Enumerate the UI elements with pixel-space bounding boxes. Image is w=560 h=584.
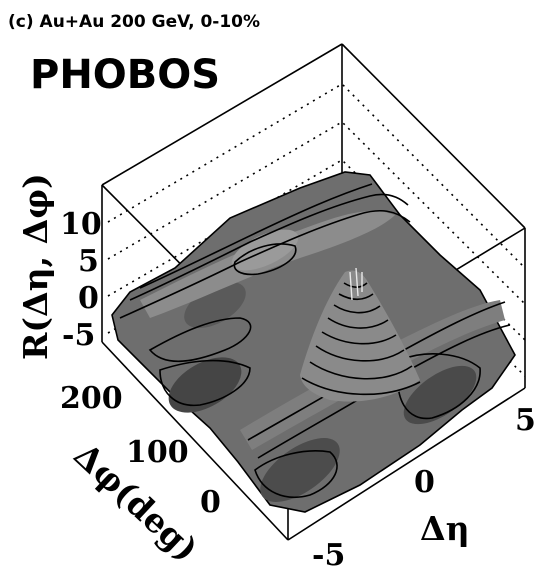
peak-contour-6: [333, 304, 381, 314]
box-edge-right-top: [341, 43, 526, 229]
z-tick-0: 0: [78, 281, 99, 316]
contour-4: [148, 317, 252, 363]
peak-contour-2: [309, 361, 413, 380]
panel-label: (c) Au+Au 200 GeV, 0-10%: [8, 12, 260, 32]
valley-left: [168, 357, 242, 413]
peak-body: [300, 270, 420, 402]
z-tick-5: 5: [78, 244, 99, 279]
peak-contour-3: [315, 345, 405, 362]
valley-front: [260, 438, 340, 502]
surface: [111, 171, 516, 513]
eta-axis-title: Δη: [420, 509, 470, 548]
eta-tick-5: 5: [515, 403, 536, 438]
peak-contour-8: [343, 282, 368, 288]
collaboration-label: PHOBOS: [30, 52, 220, 98]
z-tick-m5: -5: [62, 318, 95, 353]
phi-tick-0: 0: [200, 485, 221, 520]
z-tick-10: 10: [60, 207, 102, 242]
phi-tick-200: 200: [60, 381, 123, 416]
contour-5: [159, 359, 251, 407]
phi-tick-100: 100: [126, 435, 189, 470]
contour-away-peak: [233, 243, 297, 276]
contour-6: [397, 353, 481, 420]
valley-right: [403, 365, 477, 425]
box-edge-bottom-right: [287, 387, 526, 541]
peak-contour-1: [301, 377, 421, 396]
z-axis-title: R(Δη, Δφ): [16, 173, 55, 360]
box-edge-back-top: [101, 43, 343, 186]
eta-axis: 5 0 -5 Δη: [312, 403, 536, 573]
contour-2: [129, 193, 409, 301]
box-edge-bottom-left: [101, 341, 289, 541]
near-side-peak: [300, 267, 421, 402]
contour-7: [254, 450, 338, 499]
peak-tip: [349, 267, 363, 301]
eta-tick-m5: -5: [312, 538, 345, 573]
peak-contour-5: [327, 317, 389, 329]
z-axis: 10 5 0 -5 R(Δη, Δφ): [16, 173, 102, 360]
eta-tick-0: 0: [414, 465, 435, 500]
peak-contour-4: [321, 331, 397, 345]
peak-contour-7: [338, 293, 374, 301]
valley-back: [184, 281, 246, 329]
contour-3: [139, 183, 373, 289]
